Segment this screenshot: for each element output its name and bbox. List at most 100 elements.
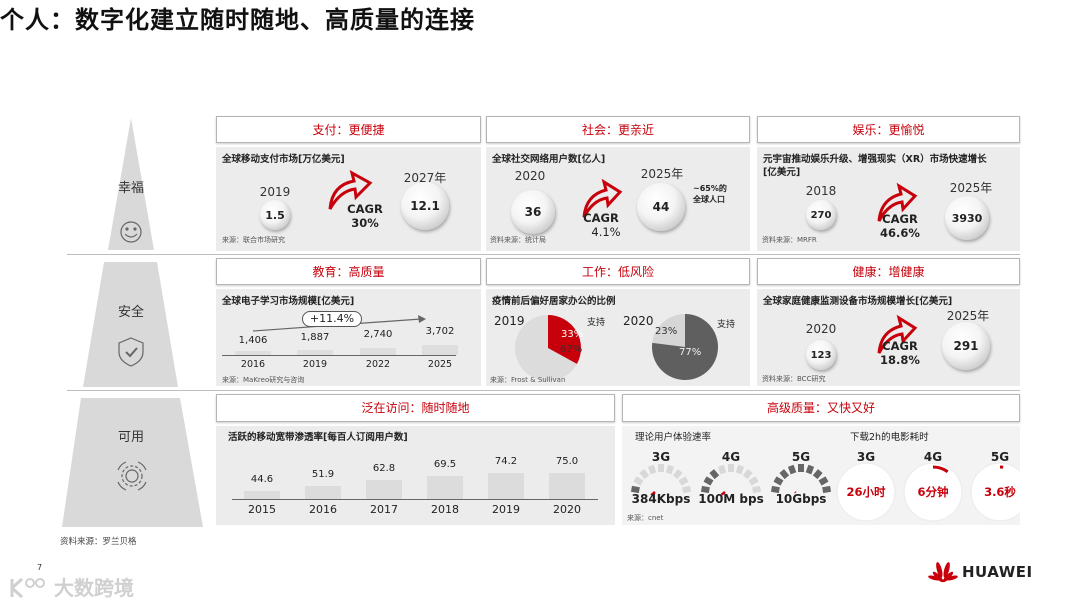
to-year: 2025年 [949,181,993,195]
huawei-logo: HUAWEI [928,560,1033,584]
cagr: CAGR 30% [347,202,383,230]
growth-arrow-icon [877,182,918,222]
from-year: 2020 [805,322,837,336]
brand-name: HUAWEI [962,563,1033,581]
access-panel: 活跃的移动宽带渗透率[每百人订阅用户数] 44.6 2015 51.9 2016 62.… [216,426,615,525]
source: 来源：联合市场研究 [222,236,285,244]
bar [427,476,463,499]
pie-other-pct: 23% [655,326,678,337]
download-time-value: 3.6秒 [984,485,1016,499]
year-label: 2016 [309,503,337,516]
shield-check-icon [118,337,144,367]
speed-value: 10Gbps [775,492,827,506]
bar [244,490,280,499]
generation-label: 4G [923,450,943,464]
source: 资料来源：MRFR [762,236,817,244]
pyramid-tier-middle [83,262,178,387]
bar-value: 75.0 [555,456,579,467]
cagr-value: 4.1% [591,225,621,239]
generation-label: 3G [856,450,876,464]
gauge-segment [709,469,720,480]
baseline [222,355,456,356]
year-label: 2025 [427,359,453,370]
gauge-segment [787,464,797,475]
payment-header: 支付：更便捷 [216,116,481,143]
year-label: 2019 [302,359,328,370]
gauge-segment [639,469,650,480]
source: 来源：MaKreo研究与咨询 [222,376,305,384]
gear-cycle-icon [117,461,147,491]
to-value-sphere: 3930 [945,196,989,240]
generation-label: 5G [791,450,811,464]
gauge-segment [633,476,644,486]
access-subtitle: 活跃的移动宽带渗透率[每百人订阅用户数] [228,432,408,443]
pyramid-tier-top [108,118,154,250]
quality-graphics [630,462,1020,522]
speed-gauge [770,464,832,494]
footer-source: 资料来源：罗兰贝格 [60,537,137,547]
pie-slice-support [652,314,718,380]
gauge-segment [682,485,692,494]
level-label-happiness: 幸福 [117,181,145,196]
source: 资料来源：BCC研究 [762,375,826,383]
bar-value: 62.8 [372,463,396,475]
to-value-sphere: 44 [637,183,685,231]
bar-value: 74.2 [494,456,518,468]
gauge-segment [700,485,710,494]
year-label: 2019 [492,503,520,516]
year-label: 2015 [248,503,276,516]
page-title: 个人：数字化建立随时随地、高质量的连接 [0,6,475,34]
cagr-value: 30% [351,216,379,230]
speed-gauge [630,464,692,497]
gauge-segment [703,476,714,486]
pie-support-label: 支持 [717,320,736,330]
download-time-circle [970,462,1020,522]
from-value-sphere: 36 [511,190,555,234]
gauge-needle [650,491,656,497]
growth-arrow-icon [328,170,373,210]
to-year: 2027年 [403,171,447,185]
level-label-security: 安全 [117,305,145,320]
speed-gauge [700,464,762,496]
download-time-value: 26小时 [846,485,886,499]
bar-value: 1,406 [238,335,268,346]
social-header: 社会：更亲近 [486,116,750,143]
note-line: 全球人口 [693,195,725,204]
from-year: 2019 [259,185,291,199]
cagr: CAGR 18.8% [880,339,920,367]
gauge-segment [779,469,790,480]
cagr-label: CAGR [583,211,619,225]
bar [422,345,458,355]
gauge-segment [665,464,675,475]
pyramid-tier-bottom [62,398,203,527]
download-time-circle [836,462,896,522]
year-label: 2022 [365,359,391,370]
bar-value: 1,887 [300,332,330,343]
quality-header: 高级质量：又快又好 [622,394,1020,422]
work-subtitle: 疫情前后偏好居家办公的比例 [492,296,616,307]
gauge-segment [647,464,657,475]
gauge-segment [630,485,640,494]
social-subtitle: 全球社交网络用户数[亿人] [492,154,606,165]
gauge-segment [822,485,832,494]
pie-year: 2020 [623,314,654,328]
divider [67,390,1020,391]
source: 资料来源：统计局 [490,236,546,244]
growth-arrow-icon [582,178,623,218]
gauge-segment [678,476,689,486]
from-value-sphere: 270 [806,200,836,230]
gauge-segment [742,469,753,480]
gauge-segment [748,476,759,486]
source: 来源：cnet [627,514,664,522]
download-time-arc [932,465,949,474]
to-value-sphere: 291 [942,322,990,370]
bar [549,473,585,499]
bar [305,486,341,499]
gauge-segment [735,464,745,475]
from-value-sphere: 1.5 [260,200,290,230]
pie-other-pct: 67% [560,344,583,355]
gauge-segment [818,476,829,486]
education-header: 教育：高质量 [216,258,481,285]
year-label: 2016 [240,359,266,370]
health-subtitle: 全球家庭健康监测设备市场规模增长[亿美元] [763,296,953,307]
